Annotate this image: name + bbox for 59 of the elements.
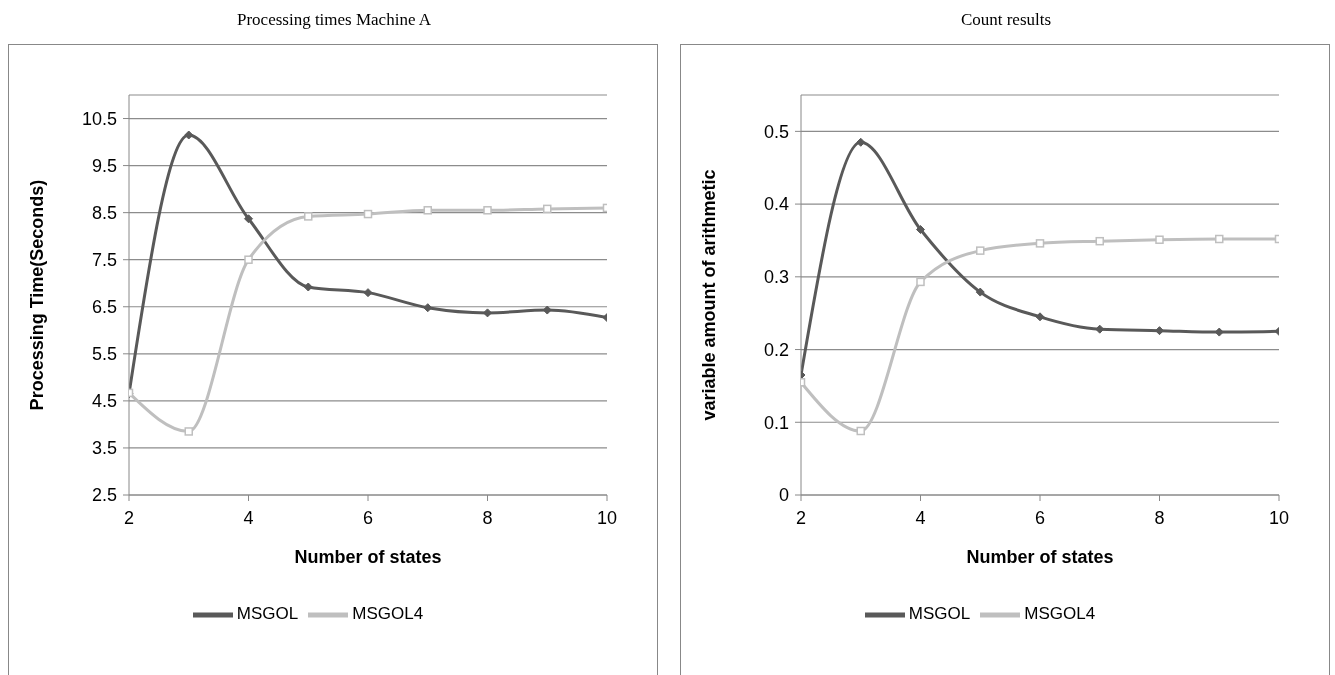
y-tick-label: 0.4	[763, 194, 789, 215]
point	[1215, 234, 1224, 244]
point	[1155, 326, 1164, 336]
point	[916, 225, 925, 235]
x-tick-label: 2	[123, 507, 135, 528]
y-tick-label: 3.5	[91, 438, 117, 459]
point	[423, 206, 432, 215]
y-tick-label: 4.5	[91, 391, 117, 412]
y-tick-label: 6.5	[91, 297, 117, 318]
point	[543, 204, 552, 214]
point	[1035, 312, 1045, 322]
x-tick-label: 6	[362, 507, 374, 528]
x-tick-label: 4	[915, 507, 926, 528]
point	[244, 214, 253, 224]
y-tick-label: 0.2	[763, 339, 789, 360]
y-tick-label: 0.1	[763, 412, 789, 433]
point	[916, 277, 925, 287]
point	[856, 426, 865, 436]
y-tick-label: 0.3	[763, 267, 789, 288]
chart-title: Processing times Machine A	[235, 9, 433, 31]
y-tick-label: 5.5	[91, 344, 117, 365]
point	[1155, 235, 1164, 244]
x-tick-label: 4	[243, 507, 254, 528]
x-tick-label: 8	[1154, 507, 1165, 528]
x-tick-label: 10	[1268, 507, 1290, 528]
x-axis-title: Number of states	[294, 547, 442, 567]
point	[1095, 236, 1104, 246]
legend-label: MSGOL4	[1024, 604, 1096, 624]
point	[244, 255, 253, 264]
point	[483, 308, 492, 318]
y-axis-title: Processing Time(Seconds)	[27, 179, 48, 411]
y-tick-label: 2.5	[91, 485, 117, 506]
point	[304, 212, 313, 221]
point	[363, 288, 373, 298]
y-tick-label: 7.5	[91, 250, 117, 271]
y-tick-label: 0	[778, 485, 789, 506]
point	[1035, 239, 1045, 248]
y-tick-label: 8.5	[91, 203, 117, 224]
x-tick-label: 10	[596, 507, 618, 528]
chart-title: Count results	[959, 9, 1053, 31]
y-axis-title: variable amount of arithmetic	[699, 169, 720, 421]
y-tick-label: 10.5	[81, 108, 117, 129]
point	[303, 282, 313, 292]
point	[975, 287, 985, 297]
point	[363, 209, 373, 219]
x-tick-label: 6	[1034, 507, 1046, 528]
point	[856, 137, 866, 147]
y-tick-label: 0.5	[763, 121, 789, 142]
x-tick-label: 8	[482, 507, 493, 528]
legend-label: MSGOL	[236, 604, 299, 624]
point	[184, 427, 193, 436]
point	[184, 130, 194, 140]
point	[483, 206, 492, 215]
x-axis-title: Number of states	[966, 547, 1114, 567]
y-tick-label: 9.5	[91, 155, 117, 176]
legend-label: MSGOL	[908, 604, 971, 624]
legend-label: MSGOL4	[352, 604, 424, 624]
point	[976, 246, 985, 255]
x-tick-label: 2	[795, 507, 807, 528]
